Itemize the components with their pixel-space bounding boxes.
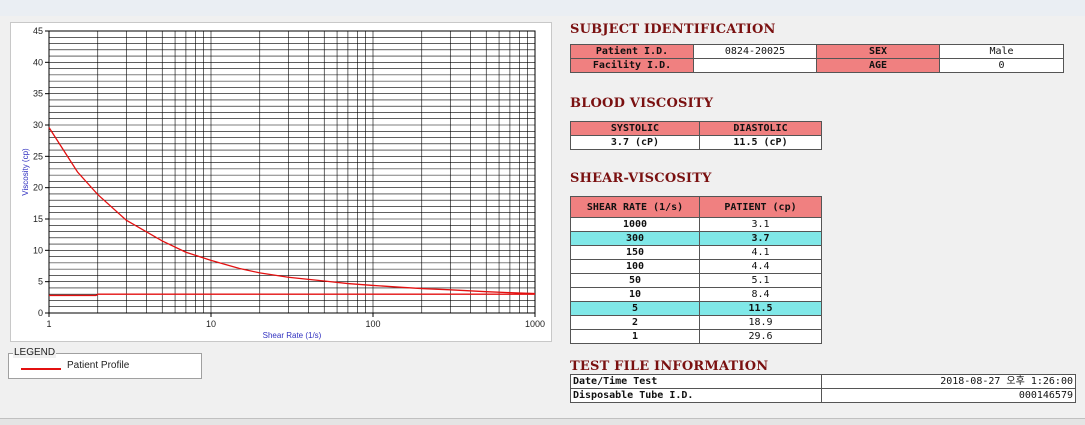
shear-rate-cell: 1000 — [570, 217, 700, 232]
shear-rate-cell: 50 — [570, 273, 700, 288]
plot-frame — [48, 30, 536, 314]
patient-cell: 18.9 — [699, 315, 822, 330]
systolic-label: SYSTOLIC — [570, 121, 700, 136]
y-axis-label: Viscosity (cp) — [21, 148, 30, 196]
date-value: 2018-08-27 오후 1:26:00 — [821, 374, 1076, 389]
legend-entry: Patient Profile — [67, 360, 130, 371]
legend-title: LEGEND — [13, 347, 57, 358]
systolic-value: 3.7 (cP) — [570, 135, 700, 150]
y-tick-label: 45 — [33, 26, 43, 36]
y-tick-label: 35 — [33, 89, 43, 99]
legend: LEGEND Patient Profile — [8, 347, 202, 379]
diastolic-value: 11.5 (cP) — [699, 135, 822, 150]
table-row: Facility I.D. AGE 0 — [570, 58, 1064, 73]
x-tick-label: 1000 — [525, 319, 545, 329]
table-row: 2 18.9 — [570, 315, 822, 330]
table-row: Patient I.D. 0824-20025 SEX Male — [570, 44, 1064, 59]
table-row: Date/Time Test 2018-08-27 오후 1:26:00 — [570, 374, 1076, 389]
table-row: SYSTOLIC DIASTOLIC — [570, 121, 822, 136]
sex-label: SEX — [816, 44, 940, 59]
diastolic-label: DIASTOLIC — [699, 121, 822, 136]
viscosity-chart: 0 5 10 15 20 25 30 35 40 45 1 10 100 1000 Shear Rate (… — [10, 22, 552, 342]
table-row: 3.7 (cP) 11.5 (cP) — [570, 135, 822, 150]
table-row: SHEAR RATE (1/s) PATIENT (cp) — [570, 196, 822, 218]
y-tick-label: 40 — [33, 57, 43, 67]
patient-cell: 11.5 — [699, 301, 822, 316]
table-row: 10 8.4 — [570, 287, 822, 302]
x-tick-label: 1 — [46, 319, 51, 329]
y-tick-label: 5 — [38, 277, 43, 287]
x-tick-label: 10 — [206, 319, 216, 329]
table-row: 5 11.5 — [570, 301, 822, 316]
shear-rate-cell: 1 — [570, 329, 700, 344]
date-label: Date/Time Test — [570, 374, 822, 389]
table-row: 1000 3.1 — [570, 217, 822, 232]
table-row: 100 4.4 — [570, 259, 822, 274]
shear-title: SHEAR-VISCOSITY — [570, 171, 712, 186]
shear-rate-cell: 100 — [570, 259, 700, 274]
chart-svg: 0 5 10 15 20 25 30 35 40 45 1 10 100 1000 Shear Rate (… — [21, 26, 545, 340]
x-axis-label: Shear Rate (1/s) — [263, 331, 322, 340]
age-value: 0 — [939, 58, 1064, 73]
y-tick-label: 0 — [38, 308, 43, 318]
table-row: 150 4.1 — [570, 245, 822, 260]
facility-label: Facility I.D. — [570, 58, 694, 73]
shear-rate-cell: 300 — [570, 231, 700, 246]
shear-table: SHEAR RATE (1/s) PATIENT (cp) 1000 3.1 30… — [570, 196, 822, 344]
subject-title: SUBJECT IDENTIFICATION — [570, 22, 776, 37]
series-line-baseline — [49, 293, 535, 297]
legend-swatch — [21, 368, 61, 370]
table-row: 1 29.6 — [570, 329, 822, 344]
facility-value — [693, 58, 817, 73]
shear-rate-cell: 10 — [570, 287, 700, 302]
tube-value: 000146579 — [821, 388, 1076, 403]
patient-cell: 8.4 — [699, 287, 822, 302]
shear-rate-cell: 2 — [570, 315, 700, 330]
patient-cell: 3.7 — [699, 231, 822, 246]
shear-rate-cell: 5 — [570, 301, 700, 316]
subject-table: Patient I.D. 0824-20025 SEX Male Facilit… — [570, 44, 1064, 73]
table-row: Disposable Tube I.D. 000146579 — [570, 388, 1076, 403]
y-tick-label: 10 — [33, 245, 43, 255]
testfile-title: TEST FILE INFORMATION — [570, 359, 769, 374]
patient-cell: 4.1 — [699, 245, 822, 260]
blood-title: BLOOD VISCOSITY — [570, 96, 714, 111]
patient-cell: 29.6 — [699, 329, 822, 344]
tube-label: Disposable Tube I.D. — [570, 388, 822, 403]
patient-cell: 3.1 — [699, 217, 822, 232]
shear-rate-cell: 150 — [570, 245, 700, 260]
patient-header: PATIENT (cp) — [699, 196, 822, 218]
x-tick-label: 100 — [365, 319, 380, 329]
series-line-patient-profile — [48, 127, 536, 295]
patient-cell: 4.4 — [699, 259, 822, 274]
table-row: 300 3.7 — [570, 231, 822, 246]
blood-table: SYSTOLIC DIASTOLIC 3.7 (cP) 11.5 (cP) — [570, 121, 822, 150]
y-tick-label: 25 — [33, 151, 43, 161]
patient-id-label: Patient I.D. — [570, 44, 694, 59]
age-label: AGE — [816, 58, 940, 73]
shear-rate-header: SHEAR RATE (1/s) — [570, 196, 700, 218]
table-row: 50 5.1 — [570, 273, 822, 288]
patient-cell: 5.1 — [699, 273, 822, 288]
patient-id-value: 0824-20025 — [693, 44, 817, 59]
status-bar — [0, 418, 1085, 425]
y-tick-label: 15 — [33, 214, 43, 224]
testfile-table: Date/Time Test 2018-08-27 오후 1:26:00 Dis… — [570, 374, 1076, 403]
top-strip — [0, 0, 1085, 16]
y-tick-label: 30 — [33, 120, 43, 130]
sex-value: Male — [939, 44, 1064, 59]
y-tick-label: 20 — [33, 183, 43, 193]
